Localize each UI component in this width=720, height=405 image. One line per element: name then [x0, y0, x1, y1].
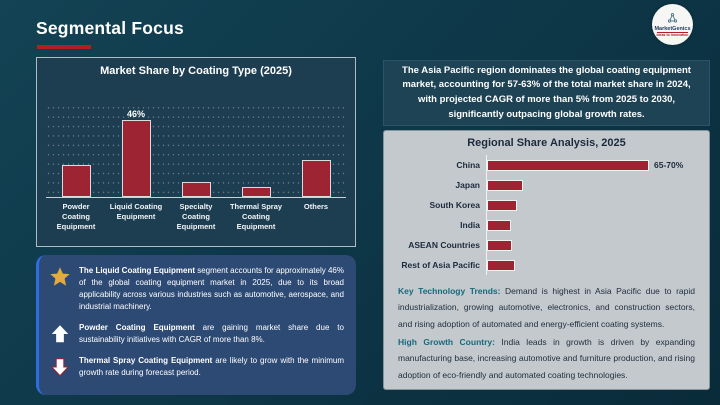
bar [121, 119, 151, 197]
bar [487, 219, 511, 231]
regional-rows: China 65-70% Japan South Korea India ASEAN Co… [384, 155, 695, 275]
row-label: Rest of Asia Pacific [401, 260, 480, 270]
row-value-label: 65-70% [654, 160, 684, 170]
row-bar-area [486, 255, 695, 275]
brand-name: MarketGenics [654, 25, 691, 32]
row-label: South Korea [429, 200, 480, 210]
bar [487, 259, 515, 271]
insight-lead: Thermal Spray Coating Equipment [79, 356, 213, 365]
row-bar-area: 65-70% [486, 155, 695, 175]
regional-chart-title: Regional Share Analysis, 2025 [467, 137, 626, 149]
note-technology-trends: Key Technology Trends: Demand is highest… [398, 283, 695, 332]
title-underline [37, 45, 91, 49]
row-bar-area [486, 195, 695, 215]
category-label: Liquid Coating Equipment [109, 202, 163, 221]
insight-body: are likely to grow with the minimum grow… [79, 356, 344, 377]
star-icon [50, 267, 70, 286]
bar [487, 239, 513, 251]
insight-text: Thermal Spray Coating Equipment are like… [79, 355, 344, 379]
category-label: Specialty Coating Equipment [176, 202, 216, 231]
note-lead: High Growth Country: [398, 336, 495, 347]
bar [487, 159, 649, 171]
insight-liquid: The Liquid Coating Equipment segment acc… [49, 265, 344, 313]
category-label: Powder Coating Equipment [56, 202, 96, 231]
bar [487, 199, 517, 211]
row-label: ASEAN Countries [408, 240, 480, 250]
bar-slot [166, 101, 226, 197]
insight-thermal: Thermal Spray Coating Equipment are like… [49, 355, 344, 379]
row-bar-area [486, 175, 695, 195]
bar [181, 181, 211, 197]
regional-row: South Korea [384, 195, 695, 215]
row-bar-area [486, 215, 695, 235]
insight-powder: Powder Coating Equipment are gaining mar… [49, 322, 344, 346]
row-label: Japan [455, 180, 480, 190]
highlight-text: The Asia Pacific region dominates the gl… [402, 64, 691, 120]
page-title: Segmental Focus [36, 18, 184, 38]
regional-notes: Key Technology Trends: Demand is highest… [398, 283, 695, 383]
note-lead: Key Technology Trends: [398, 286, 501, 296]
note-high-growth: High Growth Country: India leads in grow… [398, 334, 695, 383]
coating-chart-title: Market Share by Coating Type (2025) [100, 65, 292, 77]
category-label: Thermal Spray Coating Equipment [229, 202, 283, 231]
insight-body: are gaining market share due to sustaina… [79, 323, 344, 344]
row-label: India [460, 220, 480, 230]
bar [301, 160, 331, 197]
regional-row: India [384, 215, 695, 235]
asia-pacific-highlight: The Asia Pacific region dominates the gl… [383, 60, 710, 126]
regional-row: China 65-70% [384, 155, 695, 175]
insight-text: The Liquid Coating Equipment segment acc… [79, 265, 344, 313]
coating-categories: Powder Coating Equipment Liquid Coating E… [46, 202, 346, 231]
bar-data-label: 46% [126, 108, 145, 119]
regional-row: ASEAN Countries [384, 235, 695, 255]
brand-logo: MarketGenics Ideas to Innovation [652, 4, 693, 45]
insight-text: Powder Coating Equipment are gaining mar… [79, 322, 344, 346]
coating-chart-panel: Market Share by Coating Type (2025) 46% … [36, 57, 356, 247]
bar-slot [226, 101, 286, 197]
molecule-icon [667, 12, 678, 23]
insight-body: segment accounts for approximately 46% o… [79, 266, 344, 311]
up-arrow-icon [51, 325, 69, 343]
brand-tagline: Ideas to Innovation [656, 32, 689, 38]
insight-lead: Powder Coating Equipment [79, 323, 195, 332]
regional-card: Regional Share Analysis, 2025 China 65-70… [383, 130, 710, 390]
bar [241, 186, 271, 197]
category-label: Others [303, 202, 329, 211]
bar [487, 179, 523, 191]
regional-row: Rest of Asia Pacific [384, 255, 695, 275]
note-body: India leads in growth is driven by expan… [398, 336, 695, 380]
down-arrow-icon [50, 358, 70, 377]
bar [61, 165, 91, 197]
bar-slot [46, 101, 106, 197]
note-body: Demand is highest in Asia Pacific due to… [398, 286, 695, 329]
bar-slot: 46% [106, 101, 166, 197]
row-label: China [456, 160, 480, 170]
insight-box: The Liquid Coating Equipment segment acc… [36, 255, 356, 395]
coating-plot: 46% [46, 101, 346, 198]
row-bar-area [486, 235, 695, 255]
bar-slot [286, 101, 346, 197]
regional-row: Japan [384, 175, 695, 195]
insight-lead: The Liquid Coating Equipment [79, 266, 195, 275]
